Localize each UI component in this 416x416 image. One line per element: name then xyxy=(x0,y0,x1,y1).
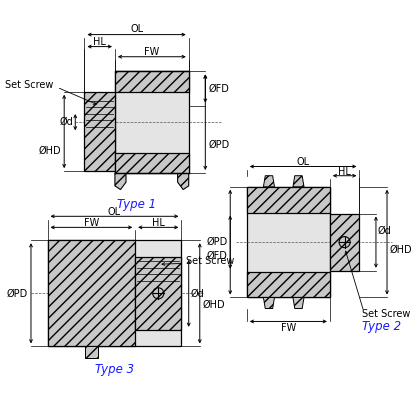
Text: OL: OL xyxy=(297,157,310,167)
Text: FW: FW xyxy=(144,47,159,57)
Bar xyxy=(330,213,359,271)
Text: Type 2: Type 2 xyxy=(362,319,401,332)
Text: ØFD: ØFD xyxy=(208,84,229,94)
Bar xyxy=(84,92,115,171)
Text: HL: HL xyxy=(338,167,351,177)
Bar xyxy=(85,347,98,358)
Text: ØFD: ØFD xyxy=(207,251,228,261)
Text: HL: HL xyxy=(93,37,106,47)
Bar xyxy=(115,72,189,92)
Text: ØHD: ØHD xyxy=(203,300,225,310)
Text: Ød: Ød xyxy=(191,288,204,298)
Polygon shape xyxy=(115,173,126,190)
Text: FW: FW xyxy=(84,218,99,228)
Text: Set Screw: Set Screw xyxy=(5,80,53,90)
Bar xyxy=(47,240,181,347)
Text: Set Screw: Set Screw xyxy=(362,309,411,319)
Text: Set Screw: Set Screw xyxy=(186,257,234,267)
Text: Type 1: Type 1 xyxy=(117,198,156,211)
Bar xyxy=(115,153,189,173)
Text: ØPD: ØPD xyxy=(206,237,228,247)
Bar xyxy=(247,187,330,213)
Bar xyxy=(135,257,181,330)
Polygon shape xyxy=(263,176,275,187)
Text: Ød: Ød xyxy=(59,117,73,127)
Polygon shape xyxy=(178,173,189,190)
Text: Type 3: Type 3 xyxy=(95,363,134,376)
Text: OL: OL xyxy=(130,24,143,34)
Text: HL: HL xyxy=(152,218,165,228)
Text: Ød: Ød xyxy=(378,226,391,236)
Polygon shape xyxy=(263,297,275,309)
Bar xyxy=(47,240,135,347)
Text: FW: FW xyxy=(281,323,296,333)
Text: OL: OL xyxy=(108,207,121,217)
Polygon shape xyxy=(293,176,304,187)
Text: ØPD: ØPD xyxy=(208,139,229,149)
Text: ØPD: ØPD xyxy=(7,288,28,298)
Text: ØHD: ØHD xyxy=(390,245,412,255)
Bar xyxy=(115,72,189,173)
Bar xyxy=(247,187,330,297)
Bar xyxy=(247,272,330,297)
Polygon shape xyxy=(293,297,304,309)
Text: ØHD: ØHD xyxy=(39,146,62,156)
